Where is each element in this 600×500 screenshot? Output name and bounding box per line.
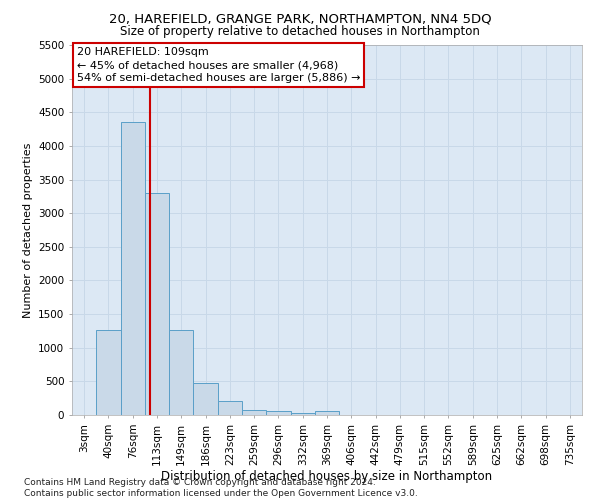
Y-axis label: Number of detached properties: Number of detached properties (23, 142, 32, 318)
Text: 20, HAREFIELD, GRANGE PARK, NORTHAMPTON, NN4 5DQ: 20, HAREFIELD, GRANGE PARK, NORTHAMPTON,… (109, 12, 491, 26)
Bar (145, 193, 169, 415)
Bar (193, 382, 218, 415)
Bar (315, 412, 339, 415)
Bar (96, 330, 121, 415)
Text: Contains HM Land Registry data © Crown copyright and database right 2024.
Contai: Contains HM Land Registry data © Crown c… (24, 478, 418, 498)
Bar (218, 401, 242, 415)
X-axis label: Distribution of detached houses by size in Northampton: Distribution of detached houses by size … (161, 470, 493, 484)
Bar (121, 122, 145, 415)
Bar (242, 410, 266, 415)
Bar (266, 412, 290, 415)
Bar (169, 330, 193, 415)
Bar (290, 413, 315, 415)
Text: Size of property relative to detached houses in Northampton: Size of property relative to detached ho… (120, 25, 480, 38)
Text: 20 HAREFIELD: 109sqm
← 45% of detached houses are smaller (4,968)
54% of semi-de: 20 HAREFIELD: 109sqm ← 45% of detached h… (77, 47, 361, 83)
